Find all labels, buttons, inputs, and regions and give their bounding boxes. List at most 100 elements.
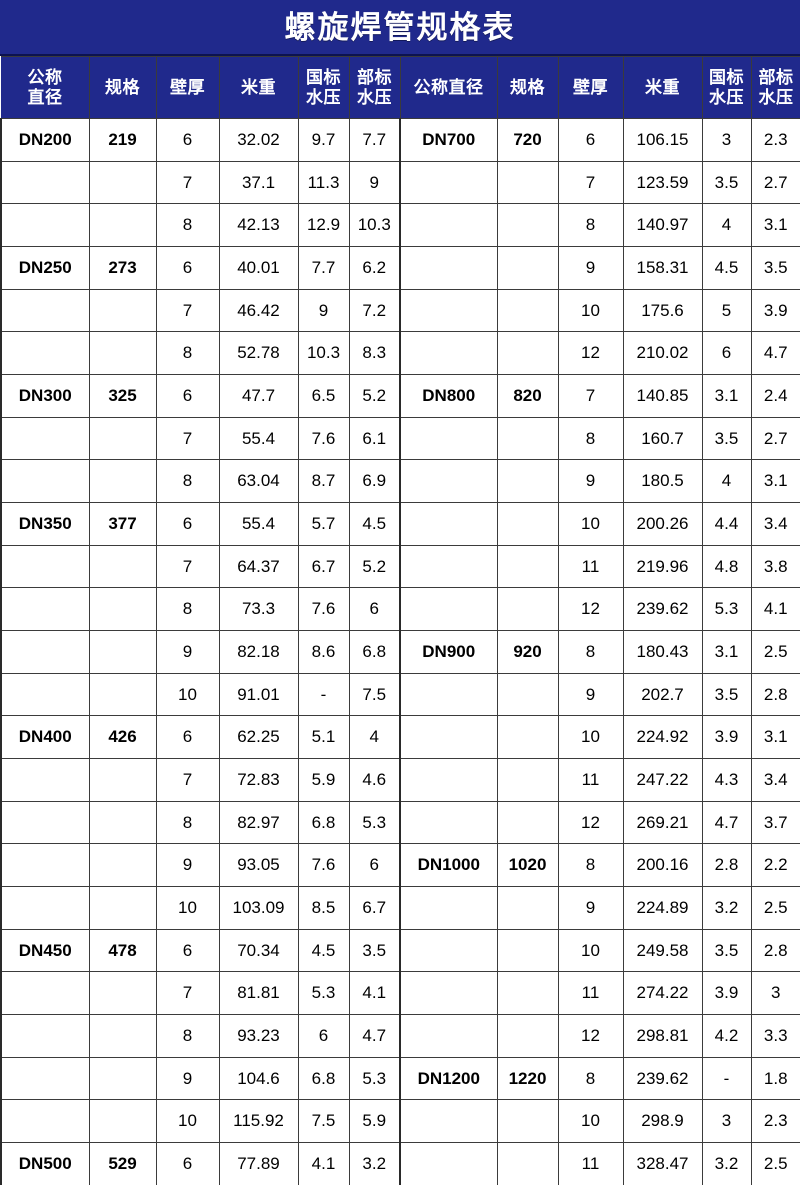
- cell-left-wall-thickness: 6: [155, 1142, 220, 1185]
- cell-left-weight-per-meter: 64.37: [218, 544, 299, 589]
- cell-left-weight-per-meter: 37.1: [218, 160, 299, 205]
- cell-right-weight-per-meter: 219.96: [622, 544, 703, 589]
- cell-left-gb-pressure: 4.1: [297, 1142, 350, 1185]
- cell-right-industry-pressure: 3.4: [750, 502, 800, 546]
- cell-left-industry-pressure: 6.1: [348, 416, 401, 461]
- cell-left-gb-pressure: 5.3: [297, 971, 350, 1016]
- cell-right-spec: [496, 160, 559, 205]
- cell-right-spec: [496, 672, 559, 717]
- cell-left-spec: 273: [88, 246, 157, 290]
- cell-left-wall-thickness: 8: [155, 331, 220, 376]
- cell-right-gb-pressure: 4.3: [701, 758, 752, 802]
- header-right-gb-pressure: 国标 水压: [701, 56, 752, 119]
- table-row: 8 93.23 6 4.7 12 298.81 4.2 3.3: [0, 1014, 800, 1058]
- cell-right-gb-pressure: -: [701, 1056, 752, 1101]
- cell-left-industry-pressure: 9: [348, 160, 401, 205]
- cell-left-industry-pressure: 4.1: [348, 971, 401, 1016]
- cell-left-nominal-diameter: [0, 758, 90, 802]
- cell-left-nominal-diameter: [0, 1099, 90, 1144]
- cell-right-industry-pressure: 2.7: [750, 416, 800, 461]
- cell-left-industry-pressure: 7.5: [348, 672, 401, 717]
- cell-right-gb-pressure: 4.5: [701, 246, 752, 290]
- cell-left-wall-thickness: 6: [155, 246, 220, 290]
- cell-right-weight-per-meter: 298.81: [622, 1014, 703, 1058]
- cell-left-industry-pressure: 10.3: [348, 203, 401, 248]
- cell-right-weight-per-meter: 180.43: [622, 630, 703, 674]
- cell-left-weight-per-meter: 32.02: [218, 118, 299, 162]
- cell-left-nominal-diameter: [0, 160, 90, 205]
- cell-left-industry-pressure: 4.5: [348, 502, 401, 546]
- header-left-spec: 规格: [88, 56, 157, 119]
- cell-right-industry-pressure: 2.4: [750, 374, 800, 418]
- cell-right-wall-thickness: 9: [557, 246, 624, 290]
- cell-right-wall-thickness: 9: [557, 886, 624, 930]
- cell-right-industry-pressure: 3.4: [750, 758, 800, 802]
- cell-right-industry-pressure: 3.9: [750, 288, 800, 333]
- cell-right-wall-thickness: 11: [557, 758, 624, 802]
- table-row: 8 42.13 12.9 10.3 8 140.97 4 3.1: [0, 203, 800, 248]
- cell-right-wall-thickness: 10: [557, 1099, 624, 1144]
- cell-left-gb-pressure: 9.7: [297, 118, 350, 162]
- cell-left-weight-per-meter: 42.13: [218, 203, 299, 248]
- cell-right-nominal-diameter: [399, 203, 498, 248]
- cell-right-industry-pressure: 2.5: [750, 886, 800, 930]
- cell-left-gb-pressure: 9: [297, 288, 350, 333]
- title-banner: 螺旋焊管规格表: [0, 0, 800, 56]
- cell-left-spec: [88, 288, 157, 333]
- cell-right-industry-pressure: 2.8: [750, 672, 800, 717]
- cell-left-nominal-diameter: DN300: [0, 374, 90, 418]
- cell-left-wall-thickness: 9: [155, 843, 220, 888]
- cell-right-weight-per-meter: 239.62: [622, 1056, 703, 1101]
- cell-right-weight-per-meter: 328.47: [622, 1142, 703, 1185]
- cell-left-weight-per-meter: 72.83: [218, 758, 299, 802]
- cell-right-weight-per-meter: 269.21: [622, 800, 703, 845]
- cell-left-spec: [88, 1056, 157, 1101]
- cell-left-nominal-diameter: [0, 1056, 90, 1101]
- cell-left-nominal-diameter: [0, 331, 90, 376]
- table-row: 9 104.6 6.8 5.3 DN1200 1220 8 239.62-1.8: [0, 1056, 800, 1101]
- cell-right-nominal-diameter: DN1200: [399, 1056, 498, 1101]
- cell-right-wall-thickness: 7: [557, 374, 624, 418]
- cell-left-nominal-diameter: [0, 544, 90, 589]
- cell-left-gb-pressure: 7.6: [297, 416, 350, 461]
- cell-left-weight-per-meter: 62.25: [218, 715, 299, 760]
- cell-left-gb-pressure: 5.9: [297, 758, 350, 802]
- cell-right-industry-pressure: 4.1: [750, 587, 800, 632]
- table-row: DN350 377 6 55.4 5.7 4.5 10 200.26 4.4 3.4: [0, 502, 800, 546]
- cell-left-wall-thickness: 6: [155, 502, 220, 546]
- cell-right-weight-per-meter: 210.02: [622, 331, 703, 376]
- cell-left-wall-thickness: 7: [155, 160, 220, 205]
- cell-left-gb-pressure: 7.5: [297, 1099, 350, 1144]
- cell-left-industry-pressure: 6.7: [348, 886, 401, 930]
- cell-right-spec: [496, 1099, 559, 1144]
- cell-left-wall-thickness: 10: [155, 1099, 220, 1144]
- cell-right-spec: [496, 416, 559, 461]
- cell-right-gb-pressure: 4.7: [701, 800, 752, 845]
- cell-left-nominal-diameter: [0, 459, 90, 504]
- cell-right-spec: 920: [496, 630, 559, 674]
- cell-right-nominal-diameter: DN900: [399, 630, 498, 674]
- cell-left-industry-pressure: 6.8: [348, 630, 401, 674]
- cell-left-wall-thickness: 9: [155, 1056, 220, 1101]
- cell-left-industry-pressure: 8.3: [348, 331, 401, 376]
- cell-right-wall-thickness: 9: [557, 459, 624, 504]
- cell-right-nominal-diameter: [399, 587, 498, 632]
- cell-right-nominal-diameter: [399, 800, 498, 845]
- table-row: 9 93.05 7.6 6 DN1000 1020 8 200.16 2.8 2.2: [0, 843, 800, 888]
- cell-left-spec: [88, 800, 157, 845]
- header-left-nominal-diameter: 公称 直径: [0, 56, 90, 119]
- cell-left-spec: [88, 758, 157, 802]
- cell-right-weight-per-meter: 239.62: [622, 587, 703, 632]
- cell-right-nominal-diameter: [399, 459, 498, 504]
- cell-right-spec: [496, 246, 559, 290]
- table-row: 10 115.92 7.5 5.9 10 298.9 3 2.3: [0, 1099, 800, 1144]
- table-row: 7 46.42 9 7.2 10 175.6 5 3.9: [0, 288, 800, 333]
- table-row: DN450 478 6 70.34 4.5 3.5 10 249.58 3.5 2.8: [0, 928, 800, 973]
- cell-left-nominal-diameter: DN400: [0, 715, 90, 760]
- cell-right-nominal-diameter: [399, 1142, 498, 1185]
- cell-right-nominal-diameter: [399, 416, 498, 461]
- cell-right-gb-pressure: 3.1: [701, 630, 752, 674]
- cell-right-nominal-diameter: [399, 672, 498, 717]
- cell-right-nominal-diameter: [399, 331, 498, 376]
- cell-right-spec: [496, 1142, 559, 1185]
